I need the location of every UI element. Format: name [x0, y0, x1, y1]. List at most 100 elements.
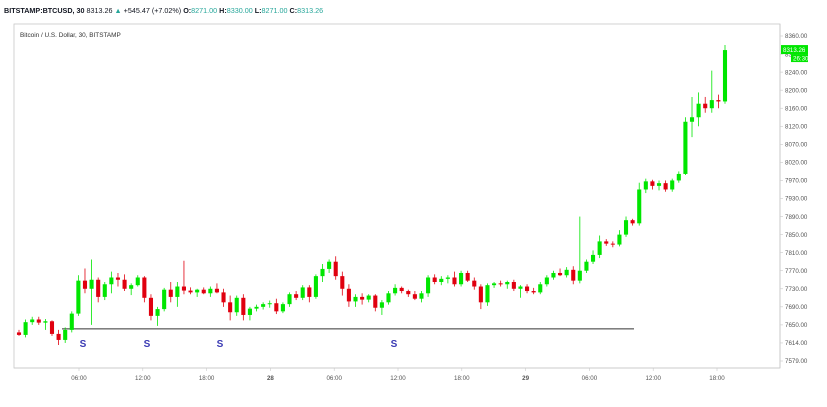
candle-body	[538, 284, 543, 293]
y-tick-label: 8160.00	[785, 105, 808, 112]
candle-body	[168, 289, 173, 297]
x-axis: 06:00 12:00 18:00 28 06:00 12:00 18:00 29 06:00 1…	[71, 368, 725, 382]
candle-body	[307, 287, 312, 297]
signal-marker-s[interactable]: S	[80, 339, 87, 350]
candle-body	[89, 279, 94, 289]
candle-body	[525, 286, 530, 292]
candle-body	[478, 286, 483, 303]
change-label: +545.47 (+7.02%)	[123, 6, 182, 15]
candle-body	[30, 319, 35, 323]
close-value: 8313.26	[297, 6, 324, 15]
y-tick-label: 8020.00	[785, 160, 808, 167]
candle-body	[465, 272, 470, 281]
candle-body	[379, 302, 384, 308]
y-tick-label: 7690.00	[785, 304, 808, 311]
candle-body	[584, 261, 589, 271]
y-tick-label: 8200.00	[785, 87, 808, 94]
candle-body	[320, 268, 325, 277]
candle-body	[63, 329, 68, 340]
candle-body	[142, 277, 147, 298]
x-tick-label: 06:00	[71, 375, 87, 382]
candle-body	[498, 283, 503, 285]
candle-body	[228, 302, 233, 313]
y-tick-label: 7579.00	[785, 358, 808, 365]
last-price-tag: 8313.26 26:30	[781, 45, 809, 62]
signal-marker-s[interactable]: S	[217, 339, 224, 350]
candle-body	[399, 287, 404, 292]
y-tick-label: 8360.00	[785, 33, 808, 40]
candle-body	[558, 272, 563, 276]
candle-body	[287, 294, 292, 305]
candle-body	[544, 277, 549, 285]
candle-body	[135, 277, 140, 286]
candle-body	[49, 321, 55, 334]
candle-body	[393, 287, 398, 294]
candle-body	[610, 243, 615, 245]
candle-body	[274, 303, 279, 312]
x-tick-label: 06:00	[582, 375, 598, 382]
candle-body	[432, 277, 437, 283]
candle-body	[663, 183, 668, 190]
candle-body	[571, 269, 576, 281]
candle-body	[195, 289, 200, 293]
candle-body	[201, 289, 206, 294]
candle-body	[102, 284, 107, 297]
candle-body	[76, 280, 81, 314]
candle-body	[670, 180, 675, 190]
candle-body	[241, 297, 246, 315]
candle-body	[709, 100, 714, 109]
candle-body	[689, 117, 695, 122]
candle-body	[472, 280, 477, 287]
candle-body	[300, 287, 305, 298]
y-tick-label: 7810.00	[785, 250, 808, 257]
candle-body	[96, 279, 101, 297]
candle-body	[623, 220, 629, 235]
open-label: O:	[183, 6, 192, 15]
candle-body	[419, 293, 424, 299]
candle-body	[439, 278, 444, 283]
candle-body	[181, 286, 186, 291]
x-tick-label: 18:00	[709, 375, 725, 382]
candle-body	[280, 304, 285, 312]
candle-body	[703, 103, 708, 109]
candle-body	[577, 270, 582, 281]
y-tick-label: 7650.00	[785, 322, 808, 329]
candle-series	[16, 45, 728, 346]
candle-body	[122, 279, 127, 289]
y-tick-label: 7850.00	[785, 232, 808, 239]
candle-body	[676, 173, 681, 181]
candle-body	[459, 272, 464, 285]
candle-body	[155, 309, 160, 316]
candle-body	[492, 283, 497, 286]
candle-body	[373, 295, 378, 308]
x-tick-label: 12:00	[390, 375, 406, 382]
candle-body	[366, 295, 371, 300]
y-tick-label: 8070.00	[785, 142, 808, 149]
candle-body	[56, 333, 61, 340]
candle-body	[604, 241, 609, 244]
signal-marker-s[interactable]: S	[144, 339, 151, 350]
candle-body	[346, 288, 351, 302]
y-axis: 7579.00 7614.00 7650.00 7690.00 7730.00 7770.…	[780, 33, 808, 365]
candle-body	[340, 276, 345, 289]
candle-body	[637, 189, 642, 224]
high-label: H:	[219, 6, 227, 15]
y-tick-label: 7614.00	[785, 340, 808, 347]
candle-body	[294, 294, 299, 298]
candle-body	[221, 292, 226, 303]
x-tick-label: 06:00	[326, 375, 342, 382]
candle-body	[564, 269, 569, 276]
candle-body	[208, 288, 213, 294]
close-label: C:	[289, 6, 298, 15]
candle-body	[353, 296, 358, 302]
y-tick-label: 7770.00	[785, 268, 808, 275]
symbol-label: BITSTAMP:BTCUSD, 30	[4, 6, 85, 15]
signal-marker-s[interactable]: S	[391, 339, 398, 350]
candle-body	[656, 183, 662, 186]
candle-body	[247, 308, 252, 315]
last-price-tag-bg	[781, 45, 808, 55]
candle-body	[643, 181, 648, 190]
candle-body	[43, 321, 48, 323]
